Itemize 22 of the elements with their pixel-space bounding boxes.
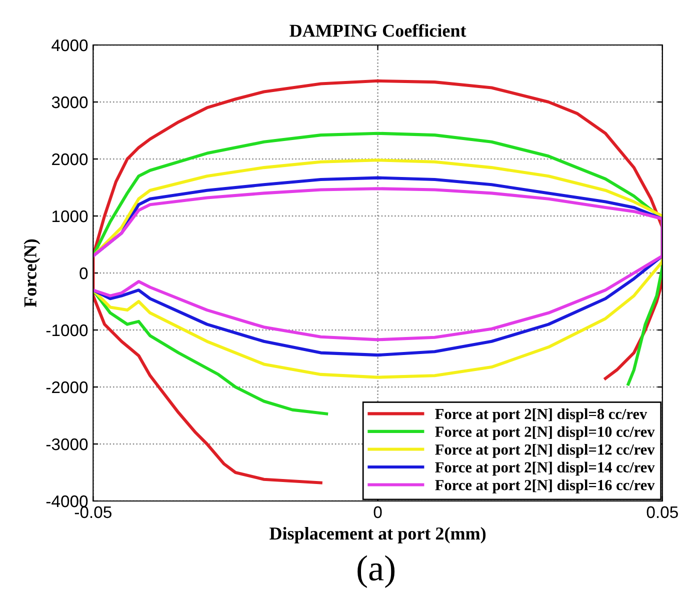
chart-title: DAMPING Coefficient xyxy=(290,24,466,37)
y-tick-label: -2000 xyxy=(46,381,88,394)
y-tick-label: -1000 xyxy=(46,324,88,336)
legend-label: Force at port 2[N] displ=14 cc/rev xyxy=(435,462,655,476)
text: (a) xyxy=(358,555,395,588)
y-tick-label: 0 xyxy=(80,267,88,280)
line-series xyxy=(93,158,662,379)
x-tick-label: 0 xyxy=(374,506,382,518)
legend-label: Force at port 2[N] displ=8 cc/rev xyxy=(435,408,648,422)
y-tick-label: -3000 xyxy=(46,438,88,450)
x-tick-label: 0.05 xyxy=(646,506,678,518)
x-axis-title: Displacement at port 2(mm) xyxy=(270,526,486,544)
legend-label: Force at port 2[N] displ=10 cc/rev xyxy=(435,426,655,440)
x-tick-label: -0.05 xyxy=(74,506,112,518)
y-tick-label: 2000 xyxy=(52,153,88,166)
y-tick-label: -4000 xyxy=(46,495,88,508)
y-axis-title: Force(N) xyxy=(24,239,40,308)
y-tick-label: 1000 xyxy=(52,210,88,222)
y-tick-label: 4000 xyxy=(52,39,88,52)
y-tick-label: 3000 xyxy=(52,96,88,108)
legend-label: Force at port 2[N] displ=16 cc/rev xyxy=(435,480,655,494)
legend-label: Force at port 2[N] displ=12 cc/rev xyxy=(435,444,655,458)
